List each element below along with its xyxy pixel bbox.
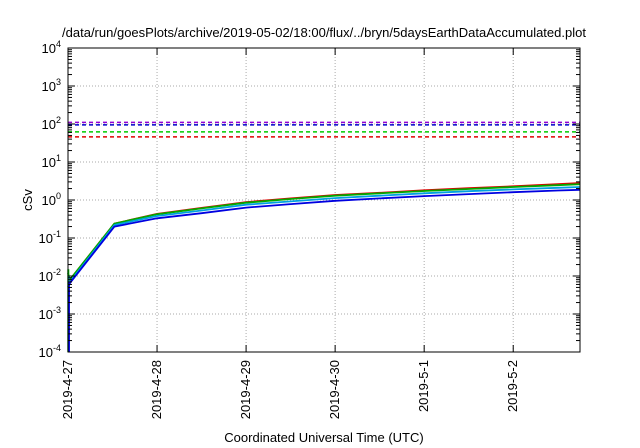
y-tick-label: 10-3 bbox=[39, 305, 61, 322]
y-tick-label: 104 bbox=[42, 39, 61, 56]
chart-title: /data/run/goesPlots/archive/2019-05-02/1… bbox=[62, 25, 586, 40]
x-tick-label: 2019-4-29 bbox=[238, 360, 253, 419]
y-axis-label: cSv bbox=[20, 189, 35, 211]
series-line bbox=[67, 188, 581, 288]
y-tick-label: 101 bbox=[42, 153, 61, 170]
x-tick-label: 2019-4-27 bbox=[60, 360, 75, 419]
x-tick-label: 2019-4-30 bbox=[327, 360, 342, 419]
y-tick-labels: 10-4 10-3 10-2 10-1 100 101 102 103 104 bbox=[39, 39, 61, 360]
y-tick-label: 10-1 bbox=[39, 229, 61, 246]
x-tick-labels: 2019-4-27 2019-4-28 2019-4-29 2019-4-30 2019… bbox=[60, 360, 520, 419]
series-line bbox=[67, 183, 581, 281]
series-line bbox=[67, 186, 581, 285]
x-tick-label: 2019-4-28 bbox=[149, 360, 164, 419]
y-tick-label: 103 bbox=[42, 77, 61, 94]
grid bbox=[68, 48, 580, 352]
x-tick-label: 2019-5-2 bbox=[505, 360, 520, 412]
y-tick-label: 100 bbox=[42, 191, 61, 208]
x-tick-label: 2019-5-1 bbox=[416, 360, 431, 412]
ticks bbox=[67, 47, 580, 353]
y-tick-label: 102 bbox=[42, 115, 61, 132]
y-tick-label: 10-2 bbox=[39, 267, 61, 284]
series-line bbox=[67, 182, 581, 283]
threshold-lines bbox=[68, 121, 580, 138]
y-tick-label: 10-4 bbox=[39, 343, 61, 360]
series-lines bbox=[67, 182, 581, 352]
x-axis-label: Coordinated Universal Time (UTC) bbox=[224, 430, 423, 445]
